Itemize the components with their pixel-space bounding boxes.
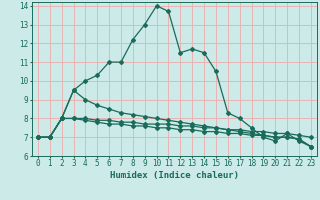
X-axis label: Humidex (Indice chaleur): Humidex (Indice chaleur) [110, 171, 239, 180]
